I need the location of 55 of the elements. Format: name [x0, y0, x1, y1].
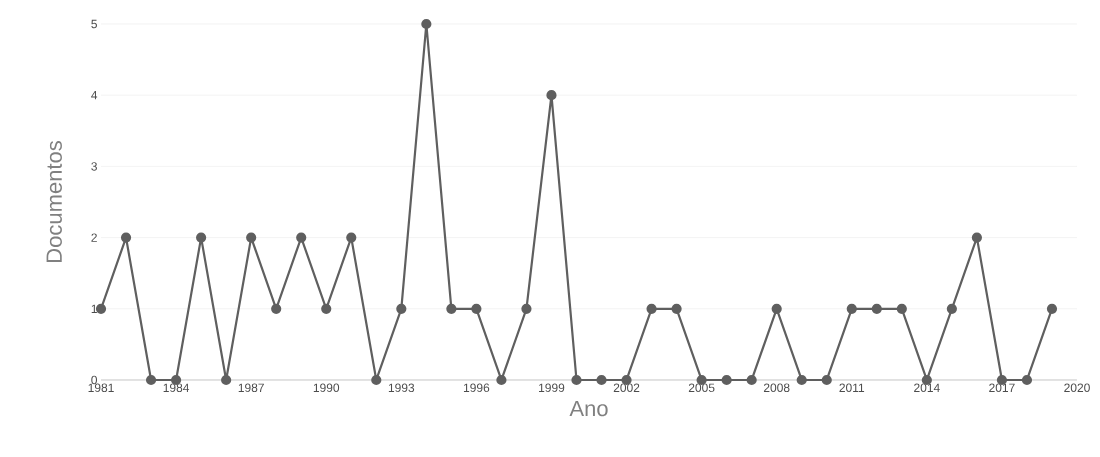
- x-tick-label: 1993: [388, 383, 415, 393]
- point: [846, 303, 857, 314]
- x-tick-label: 2002: [613, 383, 640, 393]
- y-tick-label: 4: [91, 91, 98, 100]
- point: [221, 374, 232, 386]
- point: [421, 18, 432, 30]
- x-tick-label: 2008: [763, 383, 790, 393]
- x-tick-label: 2020: [1064, 383, 1090, 393]
- point: [496, 374, 507, 386]
- point: [145, 374, 157, 386]
- x-tick-label: 1984: [163, 383, 190, 393]
- point: [721, 374, 732, 386]
- point: [346, 232, 357, 243]
- x-tick-label: 2011: [839, 383, 865, 393]
- y-tick-label: 5: [91, 19, 97, 29]
- point: [1021, 374, 1033, 386]
- point: [196, 232, 207, 243]
- x-tick-label: 1996: [463, 383, 490, 393]
- point: [871, 303, 882, 314]
- point: [546, 90, 557, 101]
- point: [246, 232, 257, 243]
- point: [521, 303, 532, 314]
- point: [646, 303, 657, 314]
- point: [671, 303, 682, 314]
- point: [946, 303, 957, 314]
- point: [1046, 303, 1058, 314]
- x-tick-label: 2005: [688, 383, 715, 393]
- y-tick-label: 0: [91, 375, 98, 385]
- x-tick-label: 1981: [88, 383, 114, 393]
- point: [396, 303, 407, 314]
- point: [821, 374, 832, 386]
- point: [771, 303, 782, 314]
- y-tick-label: 1: [91, 304, 97, 313]
- point: [796, 374, 807, 386]
- point: [896, 303, 907, 314]
- point: [571, 374, 582, 386]
- point: [746, 374, 757, 386]
- point: [971, 232, 982, 243]
- point: [271, 303, 282, 314]
- point: [296, 232, 307, 243]
- point: [596, 374, 607, 386]
- y-axis-title: Documentos: [46, 141, 62, 262]
- x-axis-title: Ano: [569, 400, 608, 417]
- x-tick-label: 2017: [989, 383, 1015, 393]
- x-tick-label: 1990: [313, 383, 340, 393]
- y-tick-label: 3: [91, 162, 97, 171]
- point: [321, 303, 332, 314]
- point: [471, 303, 482, 314]
- x-tick-label: 2014: [914, 383, 940, 393]
- y-tick-label: 2: [91, 233, 97, 242]
- x-tick-label: 1999: [539, 383, 565, 393]
- point: [371, 374, 382, 386]
- x-tick-label: 1987: [238, 383, 264, 393]
- point: [446, 303, 457, 314]
- point: [120, 232, 132, 243]
